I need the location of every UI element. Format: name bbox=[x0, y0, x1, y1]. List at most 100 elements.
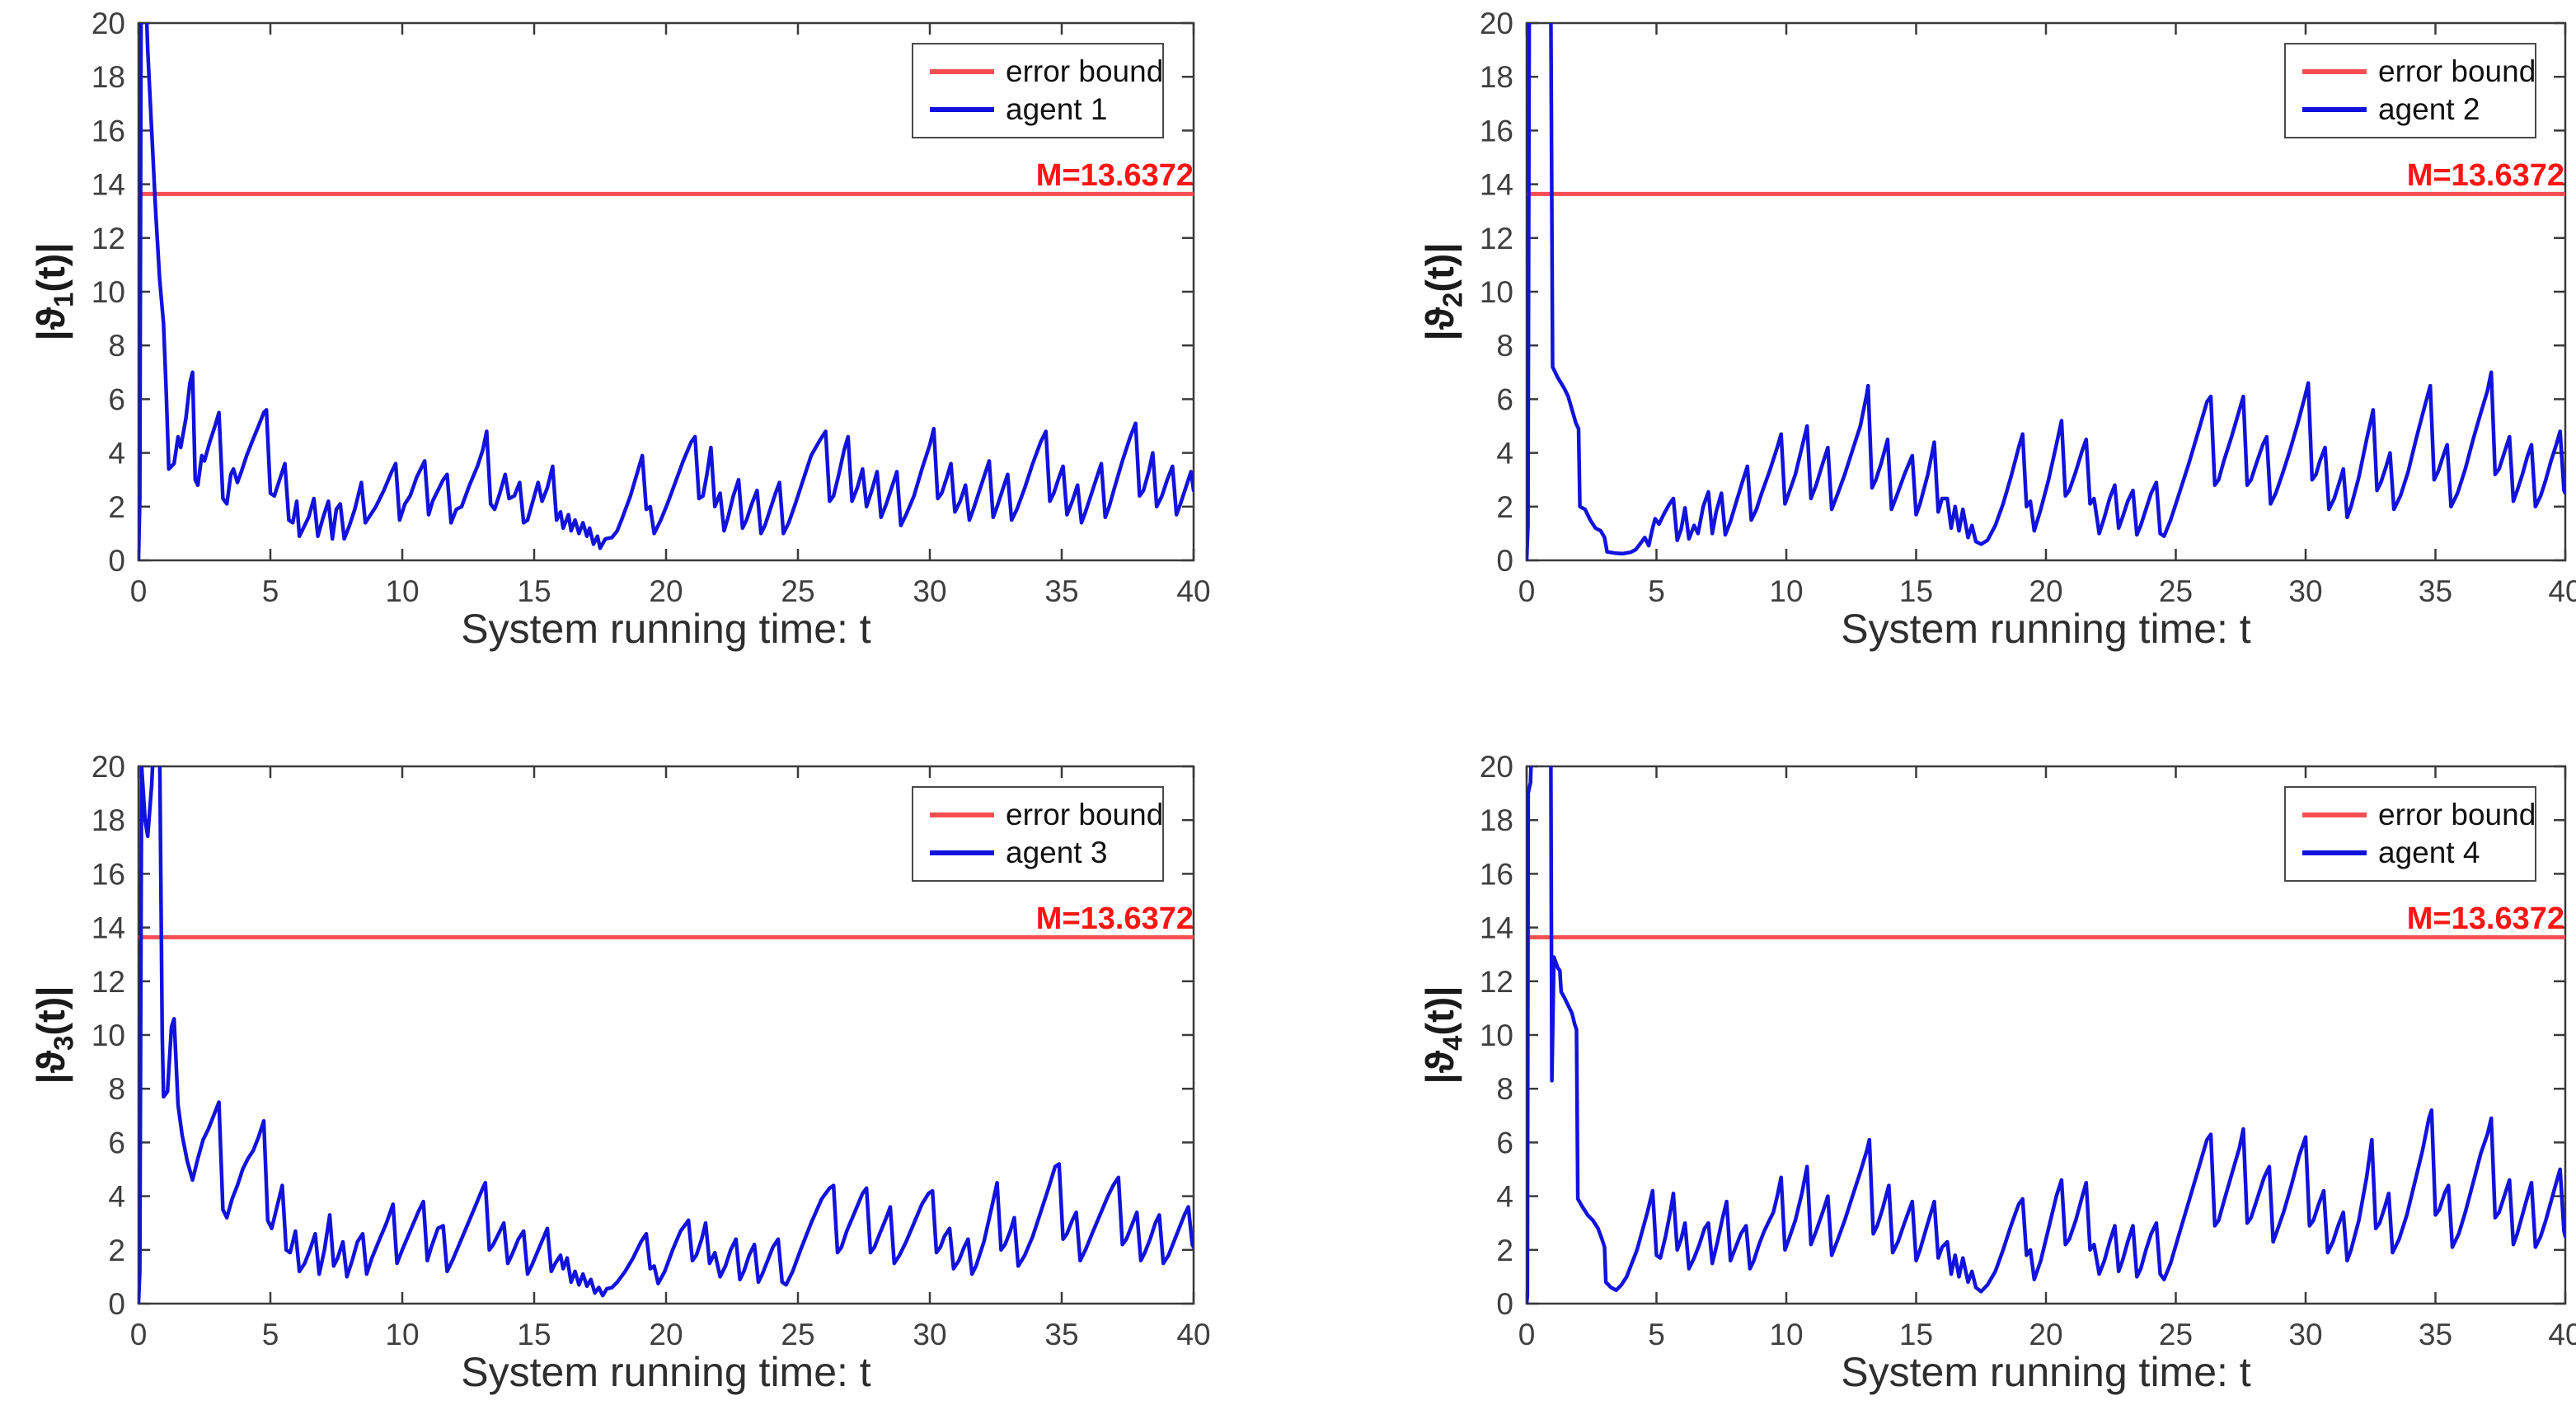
svg-text:6: 6 bbox=[1496, 1126, 1513, 1159]
error-bound-swatch bbox=[930, 69, 994, 74]
plot-frame bbox=[137, 21, 1195, 562]
svg-text:40: 40 bbox=[1176, 1318, 1210, 1351]
legend-entry-error-bound: error bound bbox=[930, 796, 1163, 834]
svg-text:5: 5 bbox=[262, 1318, 279, 1351]
legend-label: agent 3 bbox=[1006, 836, 1108, 869]
svg-text:5: 5 bbox=[1648, 1318, 1665, 1351]
svg-text:10: 10 bbox=[385, 574, 419, 608]
legend-label: error bound bbox=[1006, 54, 1164, 88]
svg-text:40: 40 bbox=[2548, 574, 2576, 608]
error-bound-swatch bbox=[930, 813, 994, 817]
agent-line-swatch bbox=[2302, 107, 2367, 112]
svg-text:35: 35 bbox=[1044, 574, 1078, 608]
agent-line-swatch bbox=[2302, 850, 2367, 855]
legend-label: error bound bbox=[2378, 798, 2536, 831]
svg-text:14: 14 bbox=[1480, 168, 1513, 202]
svg-text:16: 16 bbox=[1480, 114, 1513, 148]
error-bound-annotation: M=13.6372 bbox=[1035, 902, 1194, 936]
svg-text:0: 0 bbox=[130, 1318, 148, 1351]
svg-text:2: 2 bbox=[108, 1234, 125, 1267]
x-axis-label: System running time: t bbox=[1841, 1349, 2251, 1395]
svg-text:20: 20 bbox=[1480, 750, 1513, 784]
svg-text:12: 12 bbox=[91, 965, 125, 999]
y-axis-label: |ϑ3(t)| bbox=[29, 986, 79, 1084]
legend-entry-agent: agent 4 bbox=[2302, 834, 2535, 872]
svg-text:4: 4 bbox=[1496, 1180, 1513, 1214]
svg-text:25: 25 bbox=[2159, 1318, 2193, 1351]
plot-canvas-agent-4: 0 5 10 15 20 25 30 35 40 0 2 4 6 8 10 12 14 16 18 20 bbox=[1480, 750, 2576, 1351]
error-bound-swatch bbox=[2302, 813, 2367, 817]
svg-text:30: 30 bbox=[913, 574, 946, 608]
legend-label: agent 2 bbox=[2378, 92, 2480, 126]
subplot-agent-1: 0 5 10 15 20 25 30 35 40 0 2 4 6 8 10 12 14 16 18 20 |ϑ1(t)… bbox=[0, 0, 1286, 676]
svg-text:35: 35 bbox=[2419, 1318, 2452, 1351]
agent-line bbox=[1527, 766, 2565, 1304]
legend-entry-error-bound: error bound bbox=[930, 53, 1164, 91]
svg-text:30: 30 bbox=[2288, 574, 2322, 608]
svg-text:25: 25 bbox=[781, 1318, 814, 1351]
svg-text:16: 16 bbox=[91, 857, 125, 891]
legend-label: agent 1 bbox=[1006, 92, 1108, 126]
legend: error bound agent 2 bbox=[2284, 43, 2536, 138]
svg-text:16: 16 bbox=[1480, 857, 1513, 891]
svg-text:16: 16 bbox=[91, 114, 125, 148]
legend-label: error bound bbox=[2378, 54, 2536, 88]
svg-text:8: 8 bbox=[108, 1072, 125, 1106]
plot-frame bbox=[137, 765, 1195, 1305]
svg-text:8: 8 bbox=[1496, 329, 1513, 363]
legend: error bound agent 1 bbox=[912, 43, 1164, 138]
svg-text:2: 2 bbox=[108, 490, 125, 524]
svg-text:5: 5 bbox=[1648, 574, 1665, 608]
svg-text:14: 14 bbox=[91, 911, 125, 945]
svg-text:20: 20 bbox=[1480, 7, 1513, 40]
svg-text:10: 10 bbox=[385, 1318, 419, 1351]
svg-text:10: 10 bbox=[91, 1019, 125, 1052]
tick-labels: 0 5 10 15 20 25 30 35 40 0 2 4 6 8 10 12 14 16 18 20 bbox=[1480, 7, 2576, 608]
plot-canvas-agent-2: 0 5 10 15 20 25 30 35 40 0 2 4 6 8 10 12 14 16 18 20 bbox=[1480, 7, 2576, 608]
svg-text:10: 10 bbox=[1480, 1019, 1513, 1052]
svg-text:0: 0 bbox=[130, 574, 148, 608]
svg-text:20: 20 bbox=[2029, 1318, 2062, 1351]
agent-line-swatch bbox=[930, 107, 994, 112]
legend-label: agent 4 bbox=[2378, 836, 2480, 869]
svg-text:0: 0 bbox=[108, 1287, 125, 1321]
svg-text:40: 40 bbox=[2548, 1318, 2576, 1351]
svg-text:25: 25 bbox=[781, 574, 814, 608]
svg-text:35: 35 bbox=[1044, 1318, 1078, 1351]
legend-entry-error-bound: error bound bbox=[2302, 53, 2536, 91]
legend-entry-error-bound: error bound bbox=[2302, 796, 2536, 834]
svg-text:4: 4 bbox=[108, 1180, 125, 1214]
svg-text:20: 20 bbox=[91, 750, 125, 784]
agent-line-swatch bbox=[930, 850, 994, 855]
tick-labels: 0 5 10 15 20 25 30 35 40 0 2 4 6 8 10 12 14 16 18 20 bbox=[91, 750, 1211, 1351]
plot-canvas-agent-3: 0 5 10 15 20 25 30 35 40 0 2 4 6 8 10 12 14 16 18 20 bbox=[91, 750, 1211, 1351]
y-axis-label: |ϑ1(t)| bbox=[29, 242, 79, 341]
svg-text:8: 8 bbox=[1496, 1072, 1513, 1106]
error-bound-annotation: M=13.6372 bbox=[2406, 902, 2564, 936]
agent-line bbox=[138, 766, 1194, 1304]
agent-line bbox=[1527, 23, 2565, 560]
x-axis-label: System running time: t bbox=[461, 1349, 871, 1395]
legend-entry-agent: agent 3 bbox=[930, 834, 1162, 872]
svg-text:14: 14 bbox=[1480, 911, 1513, 945]
svg-text:20: 20 bbox=[649, 574, 683, 608]
svg-text:6: 6 bbox=[108, 1126, 125, 1159]
svg-text:18: 18 bbox=[1480, 803, 1513, 837]
y-axis-label: |ϑ2(t)| bbox=[1418, 242, 1468, 341]
svg-text:4: 4 bbox=[1496, 437, 1513, 471]
x-axis-label: System running time: t bbox=[1841, 606, 2251, 652]
svg-text:0: 0 bbox=[1518, 1318, 1536, 1351]
error-bound-swatch bbox=[2302, 69, 2367, 74]
svg-text:15: 15 bbox=[1899, 574, 1933, 608]
svg-text:18: 18 bbox=[91, 803, 125, 837]
svg-text:30: 30 bbox=[913, 1318, 946, 1351]
plot-canvas-agent-1: 0 5 10 15 20 25 30 35 40 0 2 4 6 8 10 12 14 16 18 20 bbox=[91, 7, 1211, 608]
svg-text:20: 20 bbox=[649, 1318, 683, 1351]
svg-text:40: 40 bbox=[1176, 574, 1210, 608]
svg-text:12: 12 bbox=[1480, 965, 1513, 999]
svg-text:25: 25 bbox=[2159, 574, 2193, 608]
subplot-agent-2: 0 5 10 15 20 25 30 35 40 0 2 4 6 8 10 12 14 16 18 20 |ϑ2(t)… bbox=[1372, 0, 2576, 676]
svg-text:0: 0 bbox=[108, 544, 125, 578]
svg-text:20: 20 bbox=[91, 7, 125, 40]
